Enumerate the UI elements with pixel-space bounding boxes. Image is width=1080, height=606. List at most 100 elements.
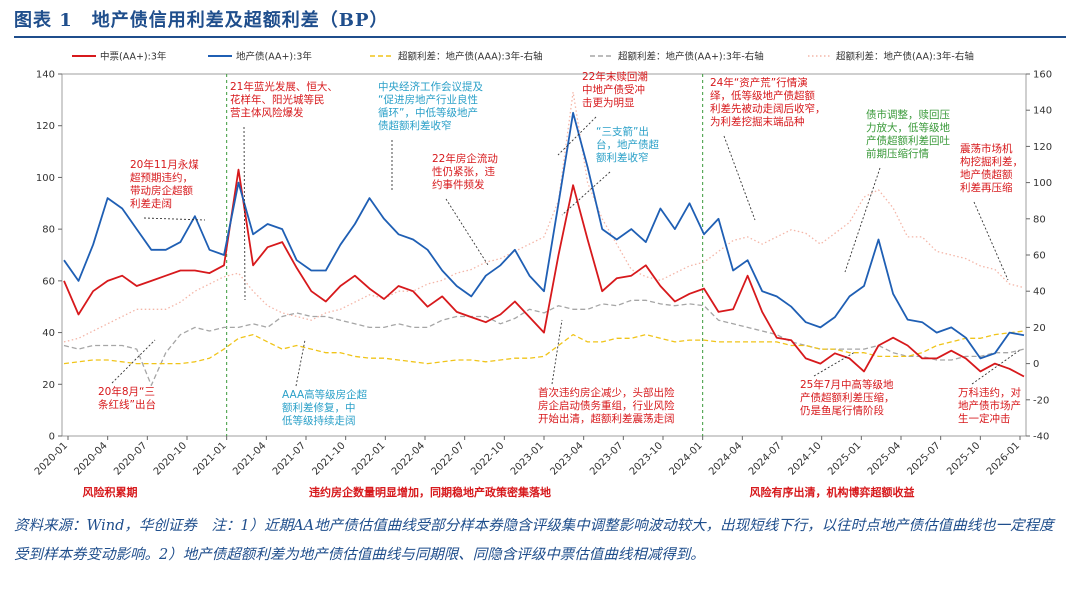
annotation-text: 超预期违约， bbox=[130, 171, 193, 184]
x-tick-label: 2023-04 bbox=[548, 440, 585, 477]
annotation-text: 构挖掘利差， bbox=[960, 155, 1023, 168]
legend: 中票(AA+):3年 地产债(AA+):3年 超额利差：地产债(AAA):3年-右轴… bbox=[72, 51, 974, 63]
annotation-text: 仍是鱼尾行情阶段 bbox=[800, 404, 884, 417]
annotation-pointer bbox=[971, 349, 1021, 385]
annotation-text: 债超额利差收窄 bbox=[378, 119, 452, 132]
source-note: 资料来源：Wind，华创证券 注：1）近期AA地产债估值曲线受部分样本券隐含评级… bbox=[14, 518, 1054, 563]
x-tick-label: 2024-07 bbox=[747, 440, 784, 477]
x-tick-label: 2023-07 bbox=[588, 440, 625, 477]
annotation-text: 21年蓝光发展、恒大、 bbox=[230, 80, 338, 93]
annotation-pointer bbox=[551, 319, 563, 385]
x-tick-label: 2025-01 bbox=[826, 440, 863, 477]
annotation-text: 力放大，低等级地 bbox=[866, 121, 950, 134]
annotation-text: 22年房企流动 bbox=[432, 152, 498, 165]
phase-label: 风险积累期 bbox=[83, 485, 138, 499]
x-tick-label: 2022-10 bbox=[469, 440, 506, 477]
x-tick-label: 2025-04 bbox=[866, 440, 903, 477]
annotation-text: 台，地产债超 bbox=[596, 138, 659, 151]
phase-dividers bbox=[226, 74, 704, 436]
annotation-pointer bbox=[557, 116, 597, 156]
x-tick-label: 2022-07 bbox=[429, 440, 466, 477]
y-right-tick-label: 120 bbox=[1033, 142, 1052, 153]
figure-title: 图表 1 地产债信用利差及超额利差（BP） bbox=[14, 10, 389, 31]
y-right-tick-label: -40 bbox=[1033, 432, 1049, 443]
y-left-tick-label: 40 bbox=[42, 328, 55, 339]
annotation-text: 营主体风险爆发 bbox=[230, 106, 304, 119]
title-rule bbox=[14, 36, 1066, 38]
annotation-text: 花样年、阳光城等民 bbox=[230, 93, 325, 106]
x-tick-label: 2021-01 bbox=[191, 440, 228, 477]
y-left-tick-label: 20 bbox=[42, 380, 55, 391]
x-tick-label: 2020-10 bbox=[152, 440, 189, 477]
annotation-text: 性仍紧张，违 bbox=[432, 165, 495, 178]
annotation-text: 利差走阔 bbox=[130, 197, 172, 210]
annotation-text: 为利差挖掘末端品种 bbox=[710, 115, 805, 128]
annotation-text: 额利差收窄 bbox=[596, 151, 649, 164]
y-right-tick-label: 100 bbox=[1033, 178, 1052, 189]
annotation-text: 地产债超额 bbox=[960, 168, 1013, 181]
annotation-text: 生一定冲击 bbox=[958, 412, 1011, 425]
x-tick-label: 2021-10 bbox=[310, 440, 347, 477]
legend-label: 超额利差：地产债(AAA):3年-右轴 bbox=[398, 51, 543, 63]
x-tick-label: 2021-04 bbox=[231, 440, 268, 477]
phase-labels: 风险积累期 违约房企数量明显增加，同期稳地产政策密集落地 风险有序出清，机构博弈超额… bbox=[83, 485, 915, 499]
annotation-text: 25年7月中高等级地 bbox=[800, 378, 894, 391]
y-right-tick-label: 40 bbox=[1033, 287, 1046, 298]
annotation-text: AAA高等级房企超 bbox=[282, 388, 368, 401]
y-left-tick-label: 60 bbox=[42, 276, 55, 287]
phase-label: 风险有序出清，机构博弈超额收益 bbox=[750, 485, 915, 499]
legend-label: 地产债(AA+):3年 bbox=[236, 51, 312, 63]
annotation-text: “促进房地产行业良性 bbox=[378, 93, 478, 106]
x-tick-label: 2023-01 bbox=[509, 440, 546, 477]
x-tick-label: 2020-07 bbox=[112, 440, 149, 477]
x-tick-label: 2022-01 bbox=[350, 440, 387, 477]
annotation-text: 额利差修复，中 bbox=[282, 401, 356, 414]
annotation-text: 22年末赎回潮 bbox=[582, 70, 648, 83]
annotation-text: 开始出清，超额利差震荡走阔 bbox=[538, 412, 675, 425]
legend-label: 中票(AA+):3年 bbox=[100, 51, 167, 63]
y-right-tick-label: 80 bbox=[1033, 214, 1046, 225]
annotation-text: 24年“资产荒”行情演 bbox=[710, 76, 808, 89]
annotation-text: 房企启动债务重组，行业风险 bbox=[538, 399, 675, 412]
annotation-text: 约事件频发 bbox=[432, 178, 485, 191]
annotation-text: 20年11月永煤 bbox=[130, 158, 199, 171]
annotation-text: 绎，低等级地产债超额 bbox=[710, 89, 815, 102]
x-tick-label: 2020-01 bbox=[33, 440, 70, 477]
annotation-pointer bbox=[243, 126, 246, 301]
y-right-tick-label: 160 bbox=[1033, 70, 1052, 81]
annotation-text: 产债超额利差压缩， bbox=[800, 391, 895, 404]
credit-spread-chart: 中票(AA+):3年 地产债(AA+):3年 超额利差：地产债(AAA):3年-右轴… bbox=[33, 51, 1052, 500]
y-right-tick-label: 140 bbox=[1033, 106, 1052, 117]
y-left-tick-label: 100 bbox=[36, 173, 55, 184]
x-tick-label: 2021-07 bbox=[271, 440, 308, 477]
series-line-2 bbox=[63, 330, 1025, 365]
series-line-4 bbox=[63, 91, 1025, 343]
annotation-text: 债市调整，赎回压 bbox=[866, 108, 950, 121]
x-tick-label: 2024-10 bbox=[786, 440, 823, 477]
annotation-text: 利差先被动走阔后收窄， bbox=[710, 102, 826, 115]
annotation-text: 地产债市场产 bbox=[958, 399, 1021, 412]
x-tick-label: 2020-04 bbox=[72, 440, 109, 477]
annotation-text: 利差再压缩 bbox=[960, 181, 1013, 194]
annotation-text: 击更为明显 bbox=[582, 97, 635, 109]
annotation-text: 中央经济工作会议提及 bbox=[378, 80, 483, 93]
annotation-text: 低等级持续走阔 bbox=[282, 414, 356, 427]
x-tick-label: 2026-01 bbox=[985, 440, 1022, 477]
annotation-text: 带动房企超额 bbox=[130, 184, 193, 197]
annotation-text: 首次违约房企减少，头部出险 bbox=[538, 386, 675, 399]
annotation-text: 循环”，中低等级地产 bbox=[378, 106, 478, 119]
annotation-text: 万科违约，对 bbox=[958, 386, 1021, 399]
y-left-tick-label: 80 bbox=[42, 225, 55, 236]
annotation-pointer bbox=[561, 171, 611, 216]
phase-label: 违约房企数量明显增加，同期稳地产政策密集落地 bbox=[309, 485, 551, 499]
series-lines bbox=[63, 91, 1025, 386]
y-left-tick-label: 120 bbox=[36, 121, 55, 132]
y-left-tick-label: 140 bbox=[36, 70, 55, 81]
y-right-tick-label: -20 bbox=[1033, 395, 1049, 406]
series-line-0 bbox=[63, 168, 1025, 378]
annotation-text: 条红线”出台 bbox=[98, 398, 156, 411]
annotation-text: 中地产债受冲 bbox=[582, 83, 645, 96]
y-right-tick-label: 60 bbox=[1033, 251, 1046, 262]
x-tick-label: 2025-10 bbox=[945, 440, 982, 477]
series-line-3 bbox=[63, 299, 1025, 386]
